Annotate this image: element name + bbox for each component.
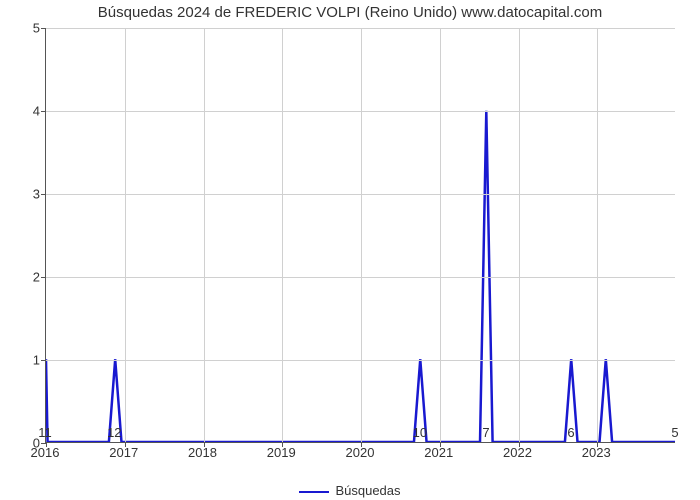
ytick: [41, 111, 46, 112]
xtick-label: 2019: [267, 445, 296, 460]
gridline-vertical: [361, 28, 362, 442]
xtick-label: 2017: [109, 445, 138, 460]
legend-swatch: [299, 491, 329, 493]
gridline-vertical: [282, 28, 283, 442]
point-label: 5: [671, 425, 678, 440]
point-label: 6: [567, 425, 574, 440]
chart-legend: Búsquedas: [0, 483, 700, 498]
point-label: 7: [482, 425, 489, 440]
gridline-vertical: [125, 28, 126, 442]
legend-label: Búsquedas: [335, 483, 400, 498]
ytick: [41, 28, 46, 29]
chart-plot-area: [45, 28, 675, 443]
point-label: 10: [413, 425, 427, 440]
ytick: [41, 277, 46, 278]
point-label: 11: [38, 425, 52, 440]
xtick-label: 2021: [424, 445, 453, 460]
ytick: [41, 360, 46, 361]
xtick-label: 2022: [503, 445, 532, 460]
gridline-vertical: [440, 28, 441, 442]
point-label: 12: [107, 425, 121, 440]
gridline-vertical: [519, 28, 520, 442]
xtick-label: 2018: [188, 445, 217, 460]
ytick-label: 1: [10, 353, 40, 368]
chart-title: Búsquedas 2024 de FREDERIC VOLPI (Reino …: [0, 4, 700, 21]
ytick-label: 3: [10, 187, 40, 202]
ytick-label: 4: [10, 104, 40, 119]
ytick: [41, 194, 46, 195]
gridline-vertical: [597, 28, 598, 442]
xtick-label: 2016: [31, 445, 60, 460]
ytick-label: 5: [10, 21, 40, 36]
ytick-label: 2: [10, 270, 40, 285]
gridline-vertical: [204, 28, 205, 442]
xtick-label: 2020: [346, 445, 375, 460]
xtick-label: 2023: [582, 445, 611, 460]
